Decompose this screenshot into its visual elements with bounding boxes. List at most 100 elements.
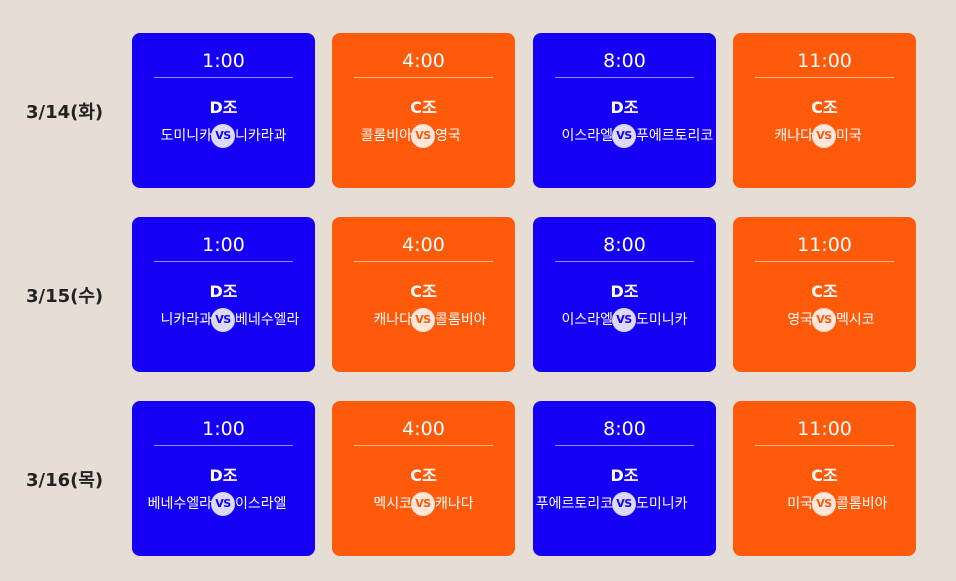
game-group: D조	[209, 98, 238, 117]
game-time: 11:00	[797, 234, 852, 256]
game-time: 8:00	[603, 234, 646, 256]
vs-badge: VS	[812, 492, 836, 516]
game-group: D조	[209, 282, 238, 301]
home-team: 니카라과	[160, 312, 212, 328]
matchup: 콜롬비아 VS 영국	[332, 124, 515, 148]
divider	[354, 445, 493, 446]
game-time: 1:00	[202, 234, 245, 256]
home-team: 캐나다	[774, 128, 813, 144]
home-team: 콜롬비아	[360, 128, 412, 144]
schedule-row: 3/16(목) 1:00 D조 베네수엘라 VS 이스라엘 4:00 C조 멕시…	[0, 401, 956, 556]
game-group: D조	[610, 98, 639, 117]
game-time: 1:00	[202, 418, 245, 440]
game-group: C조	[410, 282, 437, 301]
divider	[555, 77, 694, 78]
game-card[interactable]: 11:00 C조 캐나다 VS 미국	[733, 33, 916, 188]
game-time: 11:00	[797, 418, 852, 440]
matchup: 니카라과 VS 베네수엘라	[132, 308, 315, 332]
divider	[755, 261, 894, 262]
matchup: 이스라엘 VS 푸에르토리코	[533, 124, 716, 148]
game-card[interactable]: 4:00 C조 콜롬비아 VS 영국	[332, 33, 515, 188]
vs-badge: VS	[812, 308, 836, 332]
game-group: C조	[811, 466, 838, 485]
divider	[154, 77, 293, 78]
game-card[interactable]: 4:00 C조 캐나다 VS 콜롬비아	[332, 217, 515, 372]
away-team: 푸에르토리코	[636, 128, 714, 144]
home-team: 캐나다	[373, 312, 412, 328]
game-time: 4:00	[402, 234, 445, 256]
game-card[interactable]: 1:00 D조 베네수엘라 VS 이스라엘	[132, 401, 315, 556]
away-team: 멕시코	[836, 312, 875, 328]
game-group: D조	[209, 466, 238, 485]
game-card[interactable]: 11:00 C조 미국 VS 콜롬비아	[733, 401, 916, 556]
divider	[555, 261, 694, 262]
game-card[interactable]: 8:00 D조 푸에르토리코 VS 도미니카	[533, 401, 716, 556]
away-team: 콜롬비아	[435, 312, 487, 328]
matchup: 도미니카 VS 니카라과	[132, 124, 315, 148]
away-team: 미국	[836, 128, 862, 144]
game-group: C조	[811, 282, 838, 301]
home-team: 도미니카	[160, 128, 212, 144]
date-label: 3/14(화)	[26, 101, 104, 123]
game-time: 11:00	[797, 50, 852, 72]
game-card[interactable]: 4:00 C조 멕시코 VS 캐나다	[332, 401, 515, 556]
game-group: C조	[811, 98, 838, 117]
divider	[755, 77, 894, 78]
game-time: 8:00	[603, 418, 646, 440]
home-team: 영국	[787, 312, 813, 328]
away-team: 이스라엘	[235, 496, 287, 512]
away-team: 니카라과	[235, 128, 287, 144]
away-team: 베네수엘라	[235, 312, 300, 328]
game-time: 8:00	[603, 50, 646, 72]
home-team: 멕시코	[373, 496, 412, 512]
home-team: 이스라엘	[561, 128, 613, 144]
divider	[154, 445, 293, 446]
matchup: 캐나다 VS 미국	[733, 124, 916, 148]
matchup: 미국 VS 콜롬비아	[733, 492, 916, 516]
schedule-row: 3/14(화) 1:00 D조 도미니카 VS 니카라과 4:00 C조 콜롬비…	[0, 33, 956, 188]
vs-badge: VS	[411, 124, 435, 148]
game-card[interactable]: 1:00 D조 니카라과 VS 베네수엘라	[132, 217, 315, 372]
divider	[354, 261, 493, 262]
divider	[555, 445, 694, 446]
home-team: 푸에르토리코	[535, 496, 613, 512]
game-card[interactable]: 8:00 D조 이스라엘 VS 푸에르토리코	[533, 33, 716, 188]
vs-badge: VS	[211, 308, 235, 332]
vs-badge: VS	[612, 124, 636, 148]
matchup: 베네수엘라 VS 이스라엘	[132, 492, 315, 516]
away-team: 콜롬비아	[836, 496, 888, 512]
home-team: 이스라엘	[561, 312, 613, 328]
matchup: 멕시코 VS 캐나다	[332, 492, 515, 516]
date-label: 3/16(목)	[26, 469, 104, 491]
vs-badge: VS	[411, 492, 435, 516]
vs-badge: VS	[411, 308, 435, 332]
vs-badge: VS	[612, 308, 636, 332]
schedule-row: 3/15(수) 1:00 D조 니카라과 VS 베네수엘라 4:00 C조 캐나…	[0, 217, 956, 372]
game-group: D조	[610, 466, 639, 485]
home-team: 베네수엘라	[147, 496, 212, 512]
divider	[755, 445, 894, 446]
matchup: 영국 VS 멕시코	[733, 308, 916, 332]
away-team: 도미니카	[636, 496, 688, 512]
game-group: C조	[410, 98, 437, 117]
game-card[interactable]: 1:00 D조 도미니카 VS 니카라과	[132, 33, 315, 188]
vs-badge: VS	[812, 124, 836, 148]
game-card[interactable]: 8:00 D조 이스라엘 VS 도미니카	[533, 217, 716, 372]
date-label: 3/15(수)	[26, 285, 104, 307]
divider	[154, 261, 293, 262]
away-team: 영국	[435, 128, 461, 144]
divider	[354, 77, 493, 78]
home-team: 미국	[787, 496, 813, 512]
game-time: 4:00	[402, 50, 445, 72]
game-group: D조	[610, 282, 639, 301]
vs-badge: VS	[211, 124, 235, 148]
matchup: 이스라엘 VS 도미니카	[533, 308, 716, 332]
game-time: 1:00	[202, 50, 245, 72]
vs-badge: VS	[211, 492, 235, 516]
away-team: 캐나다	[435, 496, 474, 512]
game-card[interactable]: 11:00 C조 영국 VS 멕시코	[733, 217, 916, 372]
matchup: 캐나다 VS 콜롬비아	[332, 308, 515, 332]
game-group: C조	[410, 466, 437, 485]
away-team: 도미니카	[636, 312, 688, 328]
matchup: 푸에르토리코 VS 도미니카	[533, 492, 716, 516]
